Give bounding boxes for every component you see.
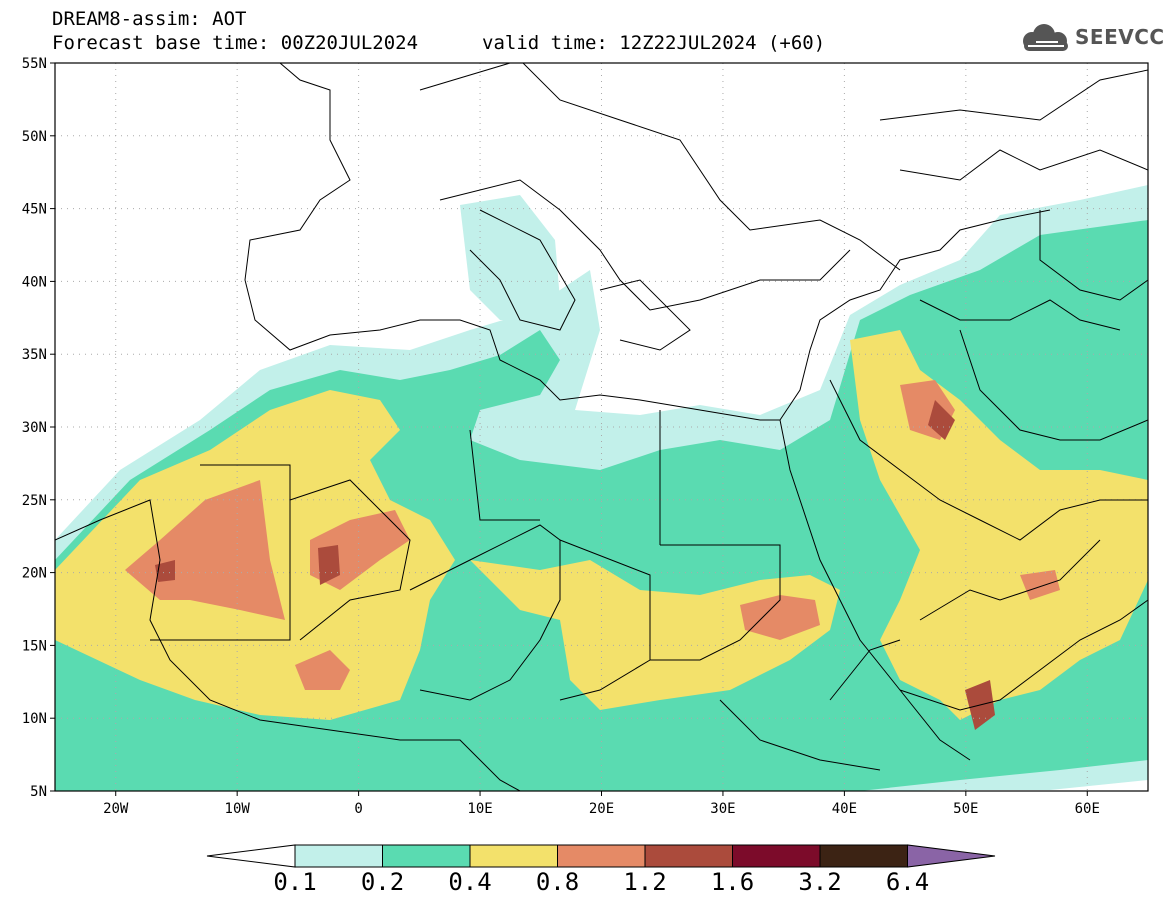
lon-tick-label: 10W [225, 801, 251, 817]
aot-field [55, 63, 1148, 791]
lat-tick-label: 35N [22, 347, 47, 363]
lat-tick-label: 10N [22, 711, 47, 727]
colorbar-level-label: 1.6 [710, 868, 755, 896]
coastlines [55, 63, 1148, 791]
lon-tick-label: 20W [103, 801, 129, 817]
lat-tick-label: 30N [22, 420, 47, 436]
colorbar-under-triangle [206, 844, 296, 868]
colorbar-segment [557, 844, 646, 868]
colorbar-segment [382, 844, 471, 868]
logo-text: SEEVCCC [1075, 25, 1165, 49]
colorbar-segment [819, 844, 908, 868]
graticule [55, 63, 1148, 791]
aot-band-0.8-1.2 [1020, 570, 1060, 600]
colorbar [206, 844, 996, 868]
colorbar-segment [294, 844, 383, 868]
lon-tick-label: 10E [467, 801, 492, 817]
colorbar-level-label: 0.2 [360, 868, 405, 896]
aot-band-1.2-1.6 [928, 400, 955, 440]
lon-tick-label: 30E [710, 801, 735, 817]
lon-tick-label: 20E [589, 801, 614, 817]
aot-band-0.4-0.8 [470, 560, 840, 710]
lat-tick-label: 20N [22, 566, 47, 582]
lat-tick-label: 5N [30, 784, 47, 800]
axis-ticks: 55N 50N 45N 40N 35N 30N 25N 20N 15N 10N 5N 20W 10W 0 1… [22, 56, 1100, 817]
lat-tick-label: 15N [22, 638, 47, 654]
title-line1: DREAM8-assim: AOT [52, 8, 247, 30]
colorbar-segment [732, 844, 821, 868]
title-valid-time: valid time: 12Z22JUL2024 (+60) [482, 32, 826, 54]
colorbar-level-label: 6.4 [885, 868, 930, 896]
lat-tick-label: 25N [22, 493, 47, 509]
lat-tick-label: 45N [22, 202, 47, 218]
colorbar-over-triangle [907, 844, 996, 868]
lon-tick-label: 50E [953, 801, 978, 817]
aot-band-0.1-0.2 [460, 195, 560, 320]
colorbar-segment [469, 844, 558, 868]
colorbar-level-label: 0.4 [448, 868, 492, 896]
colorbar-level-label: 1.2 [623, 868, 667, 896]
aot-band-1.2-1.6 [155, 560, 175, 582]
aot-band-0.8-1.2 [295, 650, 350, 690]
colorbar-level-label: 0.1 [273, 868, 317, 896]
colorbar-level-label: 0.8 [535, 868, 580, 896]
lon-tick-label: 40E [832, 801, 857, 817]
lat-tick-label: 40N [22, 274, 47, 290]
aot-band-0.8-1.2 [125, 480, 285, 620]
aot-band-1.2-1.6 [318, 545, 340, 585]
lon-tick-label: 60E [1075, 801, 1100, 817]
lat-tick-label: 55N [22, 56, 47, 72]
seevccc-logo [1023, 24, 1068, 51]
aot-band-0.8-1.2 [740, 595, 820, 640]
colorbar-segment [644, 844, 733, 868]
lon-tick-label: 0 [354, 801, 362, 817]
title-base-time: Forecast base time: 00Z20JUL2024 [52, 32, 419, 54]
colorbar-level-label: 3.2 [798, 868, 842, 896]
lat-tick-label: 50N [22, 129, 47, 145]
